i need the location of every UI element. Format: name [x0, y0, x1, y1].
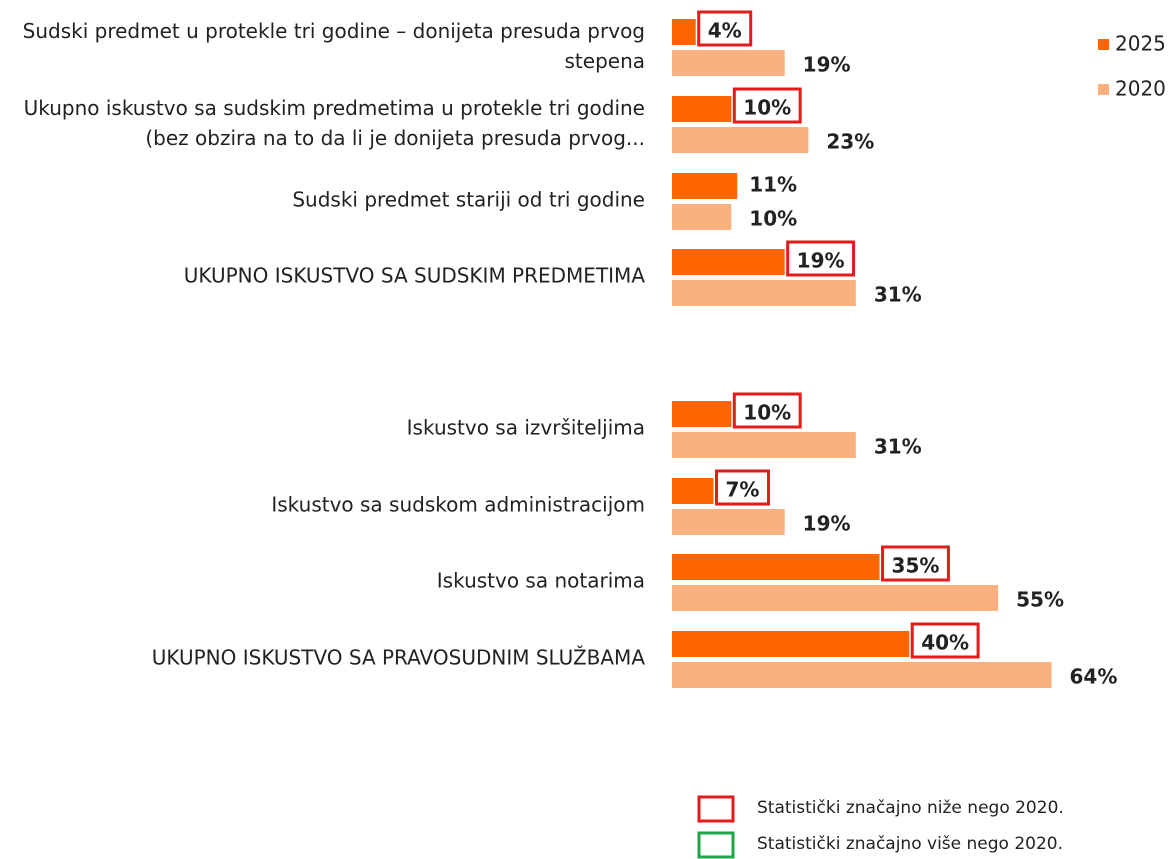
bar — [672, 662, 1052, 688]
significance-box — [715, 469, 770, 506]
value-label: 19% — [803, 512, 851, 536]
value-label: 40% — [921, 631, 969, 655]
note-text: Statistički značajno niže nego 2020. — [757, 798, 1064, 818]
legend-label: 2020 — [1115, 77, 1166, 101]
significance-box — [910, 622, 980, 659]
category-label: Iskustvo sa sudskom administracijom — [271, 493, 645, 517]
bar — [672, 401, 732, 427]
bar — [672, 127, 809, 153]
value-label: 19% — [803, 53, 851, 77]
value-label: 19% — [797, 249, 845, 273]
significance-box — [881, 545, 950, 582]
value-label: 55% — [1016, 588, 1064, 612]
legend-swatch — [1098, 84, 1109, 95]
bar — [672, 19, 696, 45]
value-label: 23% — [826, 130, 874, 154]
significance-box — [732, 392, 802, 429]
significance-box — [732, 87, 802, 124]
category-label: Sudski predmet u protekle tri godine – d… — [23, 19, 645, 73]
bar — [672, 249, 785, 275]
bar — [672, 478, 714, 504]
bar — [672, 554, 880, 580]
bar — [672, 432, 856, 458]
category-line: (bez obzira na to da li je donijeta pres… — [145, 126, 645, 150]
value-label: 31% — [874, 283, 922, 307]
value-label: 31% — [874, 435, 922, 459]
value-label: 10% — [749, 207, 797, 231]
category-line: stepena — [565, 49, 646, 73]
category-label: Ukupno iskustvo sa sudskim predmetima u … — [24, 96, 645, 150]
category-label: Sudski predmet stariji od tri godine — [292, 188, 645, 212]
value-label: 10% — [743, 96, 791, 120]
note-box — [697, 831, 735, 859]
category-label: Iskustvo sa notarima — [437, 569, 645, 593]
bar — [672, 280, 856, 306]
bar — [672, 631, 910, 657]
note-text: Statistički značajno više nego 2020. — [757, 834, 1063, 854]
bar — [672, 96, 732, 122]
bar — [672, 204, 732, 230]
bar — [672, 173, 738, 199]
bar — [672, 585, 999, 611]
bar — [672, 50, 785, 76]
category-line: Ukupno iskustvo sa sudskim predmetima u … — [24, 96, 645, 120]
category-label: Iskustvo sa izvršiteljima — [407, 416, 645, 440]
legend-label: 2025 — [1115, 32, 1166, 56]
value-label: 7% — [726, 478, 760, 502]
value-label: 64% — [1070, 665, 1118, 689]
category-label: UKUPNO ISKUSTVO SA SUDSKIM PREDMETIMA — [184, 264, 646, 288]
category-line: Sudski predmet u protekle tri godine – d… — [23, 19, 645, 43]
category-label: UKUPNO ISKUSTVO SA PRAVOSUDNIM SLUŽBAMA — [152, 646, 646, 670]
value-label: 10% — [743, 401, 791, 425]
legend-swatch — [1098, 39, 1109, 50]
significance-box — [786, 240, 856, 277]
value-label: 11% — [749, 173, 797, 197]
value-label: 4% — [708, 19, 742, 43]
note-box — [697, 795, 735, 823]
significance-box — [697, 10, 753, 47]
value-label: 35% — [892, 554, 940, 578]
bar — [672, 509, 785, 535]
